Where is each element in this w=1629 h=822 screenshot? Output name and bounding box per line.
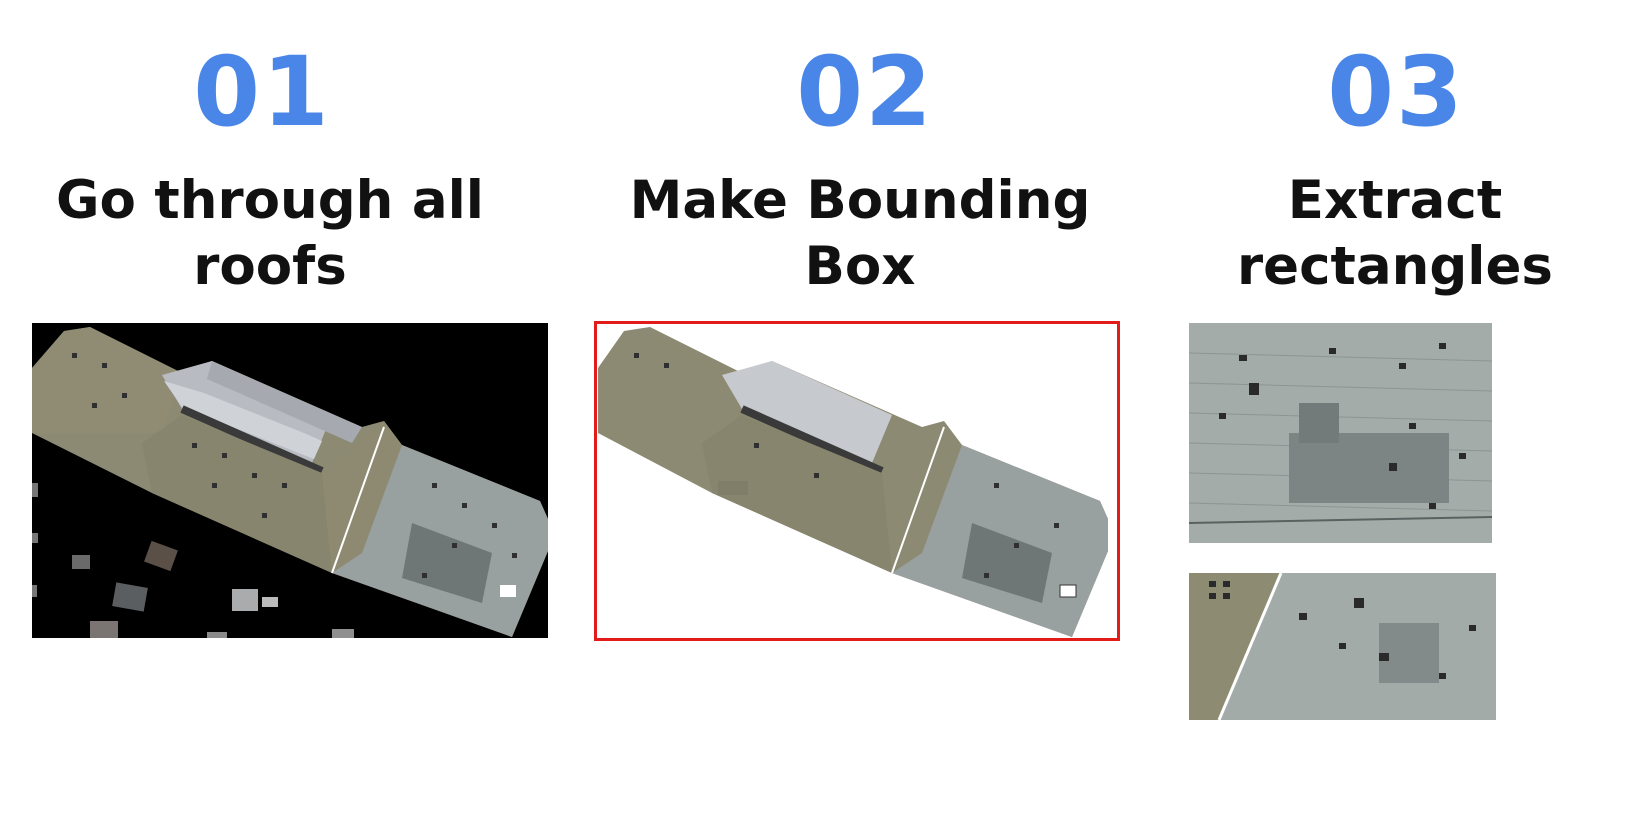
step-3-number: 03 bbox=[1327, 36, 1465, 148]
extracted-rectangle-1 bbox=[1189, 323, 1492, 543]
extracted-rectangle-2 bbox=[1189, 573, 1496, 720]
step-2-number: 02 bbox=[796, 36, 934, 148]
step-3-title-line1: Extract bbox=[1287, 170, 1503, 231]
step-3-title: Extract rectangles bbox=[1155, 168, 1629, 300]
step-2-title: Make Bounding Box bbox=[620, 168, 1100, 300]
step-2-title-line2: Box bbox=[804, 236, 916, 297]
roofs-overview-image bbox=[32, 323, 548, 638]
step-1-title-line1: Go through all bbox=[56, 170, 484, 231]
bounding-box-outline bbox=[594, 321, 1120, 641]
step-3-title-line2: rectangles bbox=[1237, 236, 1553, 297]
step-1-number: 01 bbox=[193, 36, 331, 148]
bounding-box-panel bbox=[594, 321, 1120, 641]
step-1-title-line2: roofs bbox=[193, 236, 347, 297]
step-2-title-line1: Make Bounding bbox=[629, 170, 1091, 231]
step-1-title: Go through all roofs bbox=[30, 168, 510, 300]
